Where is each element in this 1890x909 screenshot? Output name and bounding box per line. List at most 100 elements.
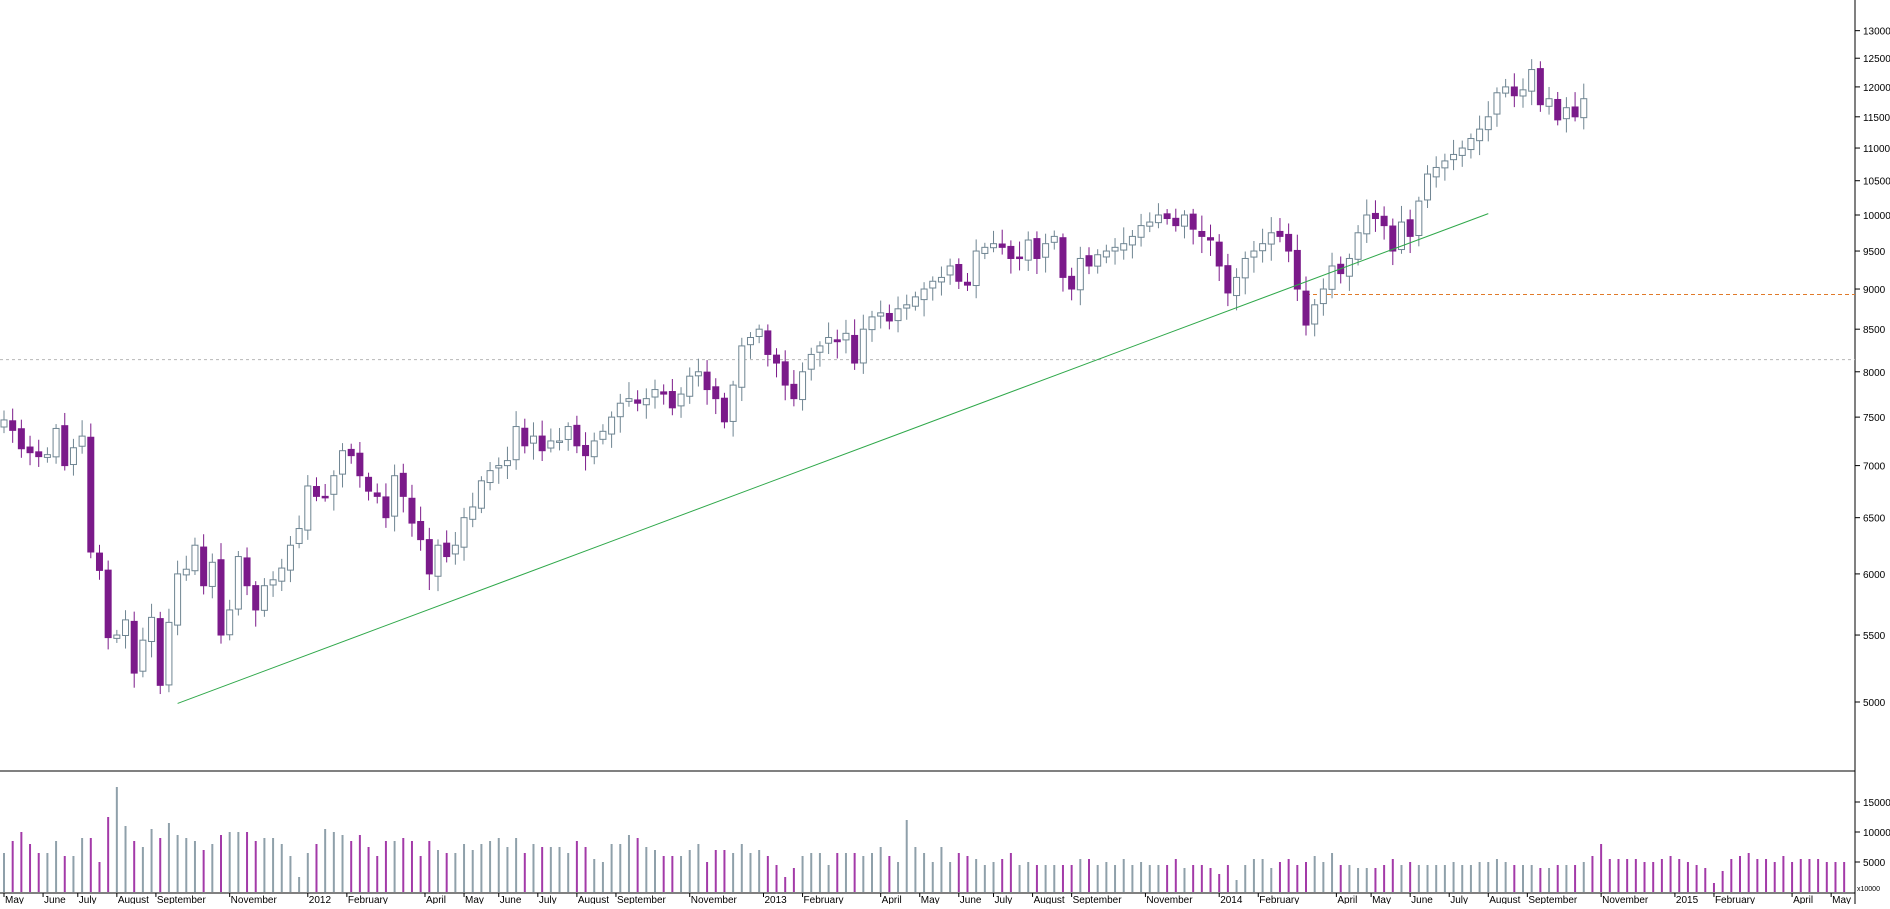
candle-body [694, 371, 702, 377]
candle-body [660, 391, 668, 395]
candle-body [234, 556, 242, 610]
candle-body [712, 386, 720, 400]
candle-body [807, 353, 815, 370]
candle-body [1267, 232, 1275, 245]
candle-body [946, 265, 954, 276]
time-tick-label: November [231, 895, 278, 904]
candle-body [720, 397, 728, 423]
candle-body [78, 435, 86, 447]
candle-body [608, 416, 616, 435]
candle-body [217, 559, 225, 636]
candle-body [95, 552, 103, 571]
price-tick-label: 9000 [1863, 285, 1886, 296]
candle-body [1380, 215, 1388, 227]
candle-body [512, 426, 520, 461]
time-tick-label: July [995, 895, 1013, 904]
candle-body [1146, 221, 1154, 227]
candle-body [87, 436, 95, 553]
candle-body [746, 336, 754, 346]
candle-body [260, 585, 268, 611]
time-tick-label: April [426, 895, 446, 904]
time-tick-label: 2012 [309, 895, 332, 904]
time-tick-label: June [1411, 895, 1433, 904]
price-tick-label: 13000 [1863, 27, 1890, 38]
candle-body [17, 428, 25, 450]
candle-body [347, 448, 355, 457]
candle-body [1241, 257, 1249, 279]
candle-body [1285, 233, 1293, 252]
candle-body [434, 544, 442, 577]
time-tick-label: February [1259, 895, 1299, 904]
candle-body [911, 296, 919, 307]
candle-body [1224, 265, 1232, 294]
time-tick-label: July [79, 895, 97, 904]
candle-body [981, 246, 989, 254]
candle-body [825, 336, 833, 344]
candle-body [1510, 86, 1518, 97]
time-tick-label: April [1793, 895, 1813, 904]
candle-body [651, 389, 659, 398]
candle-body [816, 345, 824, 353]
time-tick-label: 2013 [765, 895, 788, 904]
candle-body [1528, 69, 1536, 92]
candle-body [1484, 116, 1492, 131]
candle-body [937, 276, 945, 283]
candle-body [425, 539, 433, 575]
candle-body [842, 332, 850, 341]
volume-tick-label: 5000 [1863, 858, 1886, 869]
candle-body [547, 440, 555, 449]
candle-body [990, 243, 998, 249]
candle-body [1068, 275, 1076, 290]
candle-body [503, 460, 511, 467]
candle-body [1311, 304, 1319, 325]
candle-body [1215, 241, 1223, 267]
candle-body [1259, 243, 1267, 252]
candle-body [191, 544, 199, 572]
price-tick-label: 11500 [1863, 113, 1890, 124]
candle-body [26, 446, 34, 454]
candle-body [1059, 237, 1067, 278]
candle-body [556, 440, 564, 443]
candle-body [1580, 98, 1588, 119]
candle-body [738, 345, 746, 388]
candle-body [1137, 225, 1145, 238]
candle-body [1363, 214, 1371, 235]
volume-unit-label: x10000 [1857, 886, 1880, 893]
candle-body [304, 485, 312, 531]
time-tick-label: November [691, 895, 738, 904]
candle-body [460, 517, 468, 548]
price-tick-label: 6500 [1863, 514, 1886, 525]
time-tick-label: November [1602, 895, 1649, 904]
candle-body [877, 312, 885, 317]
candle-body [174, 573, 182, 626]
candle-body [616, 402, 624, 418]
candle-body [642, 398, 650, 406]
candle-body [339, 450, 347, 475]
candle-body [1562, 107, 1570, 120]
candle-body [1233, 276, 1241, 297]
candle-body [1128, 235, 1136, 246]
candle-body [773, 354, 781, 364]
time-tick-label: September [1528, 895, 1578, 904]
price-tick-label: 8000 [1863, 368, 1886, 379]
time-tick-label: April [882, 895, 902, 904]
candle-body [998, 243, 1006, 248]
time-tick-label: August [1034, 895, 1065, 904]
candle-body [1120, 243, 1128, 251]
candle-body [1016, 256, 1024, 260]
candle-body [295, 528, 303, 544]
candle-body [1571, 106, 1579, 118]
candle-body [703, 371, 711, 391]
candle-body [113, 634, 121, 639]
candle-body [165, 621, 173, 686]
candle-body [1502, 86, 1510, 94]
candle-body [538, 435, 546, 452]
candle-body [365, 476, 373, 492]
candle-body [1007, 245, 1015, 259]
time-tick-label: September [1073, 895, 1123, 904]
candle-body [9, 420, 17, 431]
candle-body [521, 427, 529, 447]
candle-body [495, 465, 503, 469]
price-tick-label: 5000 [1863, 698, 1886, 709]
